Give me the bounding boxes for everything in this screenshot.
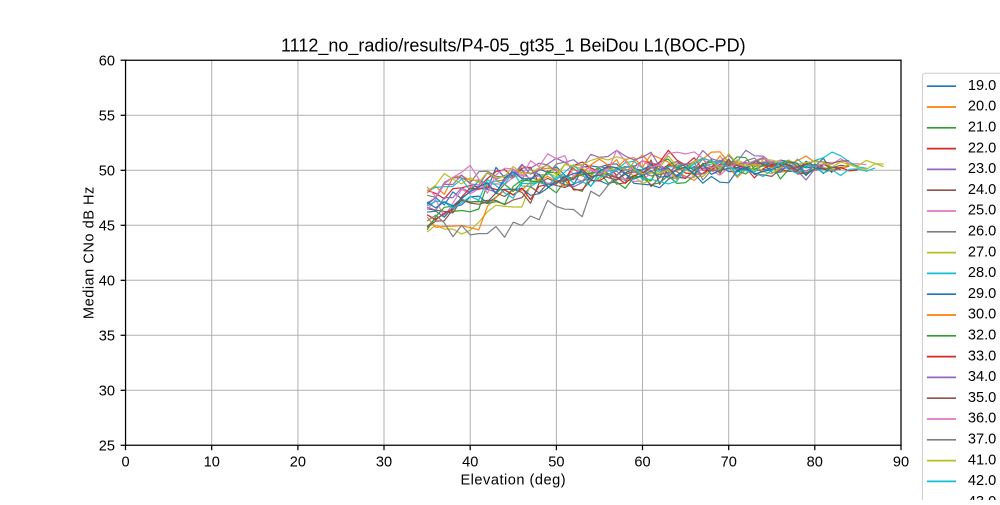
svg-text:30: 30 — [99, 384, 115, 400]
svg-text:43.0: 43.0 — [968, 494, 996, 500]
svg-text:19.0: 19.0 — [968, 78, 996, 94]
svg-text:41.0: 41.0 — [968, 452, 996, 468]
svg-text:Elevation (deg): Elevation (deg) — [460, 472, 566, 488]
svg-text:60: 60 — [634, 454, 650, 470]
svg-text:27.0: 27.0 — [968, 244, 996, 260]
svg-text:70: 70 — [721, 454, 737, 470]
svg-text:1112_no_radio/results/P4-05_gt: 1112_no_radio/results/P4-05_gt35_1 BeiDo… — [281, 36, 746, 57]
svg-text:30.0: 30.0 — [968, 307, 996, 323]
svg-text:28.0: 28.0 — [968, 265, 996, 281]
svg-text:60: 60 — [99, 54, 115, 70]
svg-text:50: 50 — [548, 454, 564, 470]
svg-text:42.0: 42.0 — [968, 473, 996, 489]
svg-text:50: 50 — [99, 164, 115, 180]
svg-text:55: 55 — [99, 109, 115, 125]
svg-text:25: 25 — [99, 439, 115, 455]
svg-text:45: 45 — [99, 219, 115, 235]
svg-text:90: 90 — [893, 454, 909, 470]
svg-text:Median CNo dB Hz: Median CNo dB Hz — [81, 186, 97, 319]
svg-text:36.0: 36.0 — [968, 411, 996, 427]
svg-text:25.0: 25.0 — [968, 203, 996, 219]
svg-text:35: 35 — [99, 329, 115, 345]
svg-text:33.0: 33.0 — [968, 348, 996, 364]
svg-text:10: 10 — [204, 454, 220, 470]
svg-text:24.0: 24.0 — [968, 182, 996, 198]
svg-text:35.0: 35.0 — [968, 390, 996, 406]
svg-text:22.0: 22.0 — [968, 140, 996, 156]
svg-text:20: 20 — [290, 454, 306, 470]
svg-text:21.0: 21.0 — [968, 120, 996, 136]
svg-text:0: 0 — [121, 454, 129, 470]
svg-text:32.0: 32.0 — [968, 328, 996, 344]
svg-text:34.0: 34.0 — [968, 369, 996, 385]
svg-text:80: 80 — [807, 454, 823, 470]
svg-text:26.0: 26.0 — [968, 224, 996, 240]
svg-text:37.0: 37.0 — [968, 432, 996, 448]
svg-text:29.0: 29.0 — [968, 286, 996, 302]
svg-text:23.0: 23.0 — [968, 161, 996, 177]
svg-text:40: 40 — [99, 274, 115, 290]
svg-text:40: 40 — [462, 454, 478, 470]
svg-text:20.0: 20.0 — [968, 99, 996, 115]
svg-text:30: 30 — [376, 454, 392, 470]
